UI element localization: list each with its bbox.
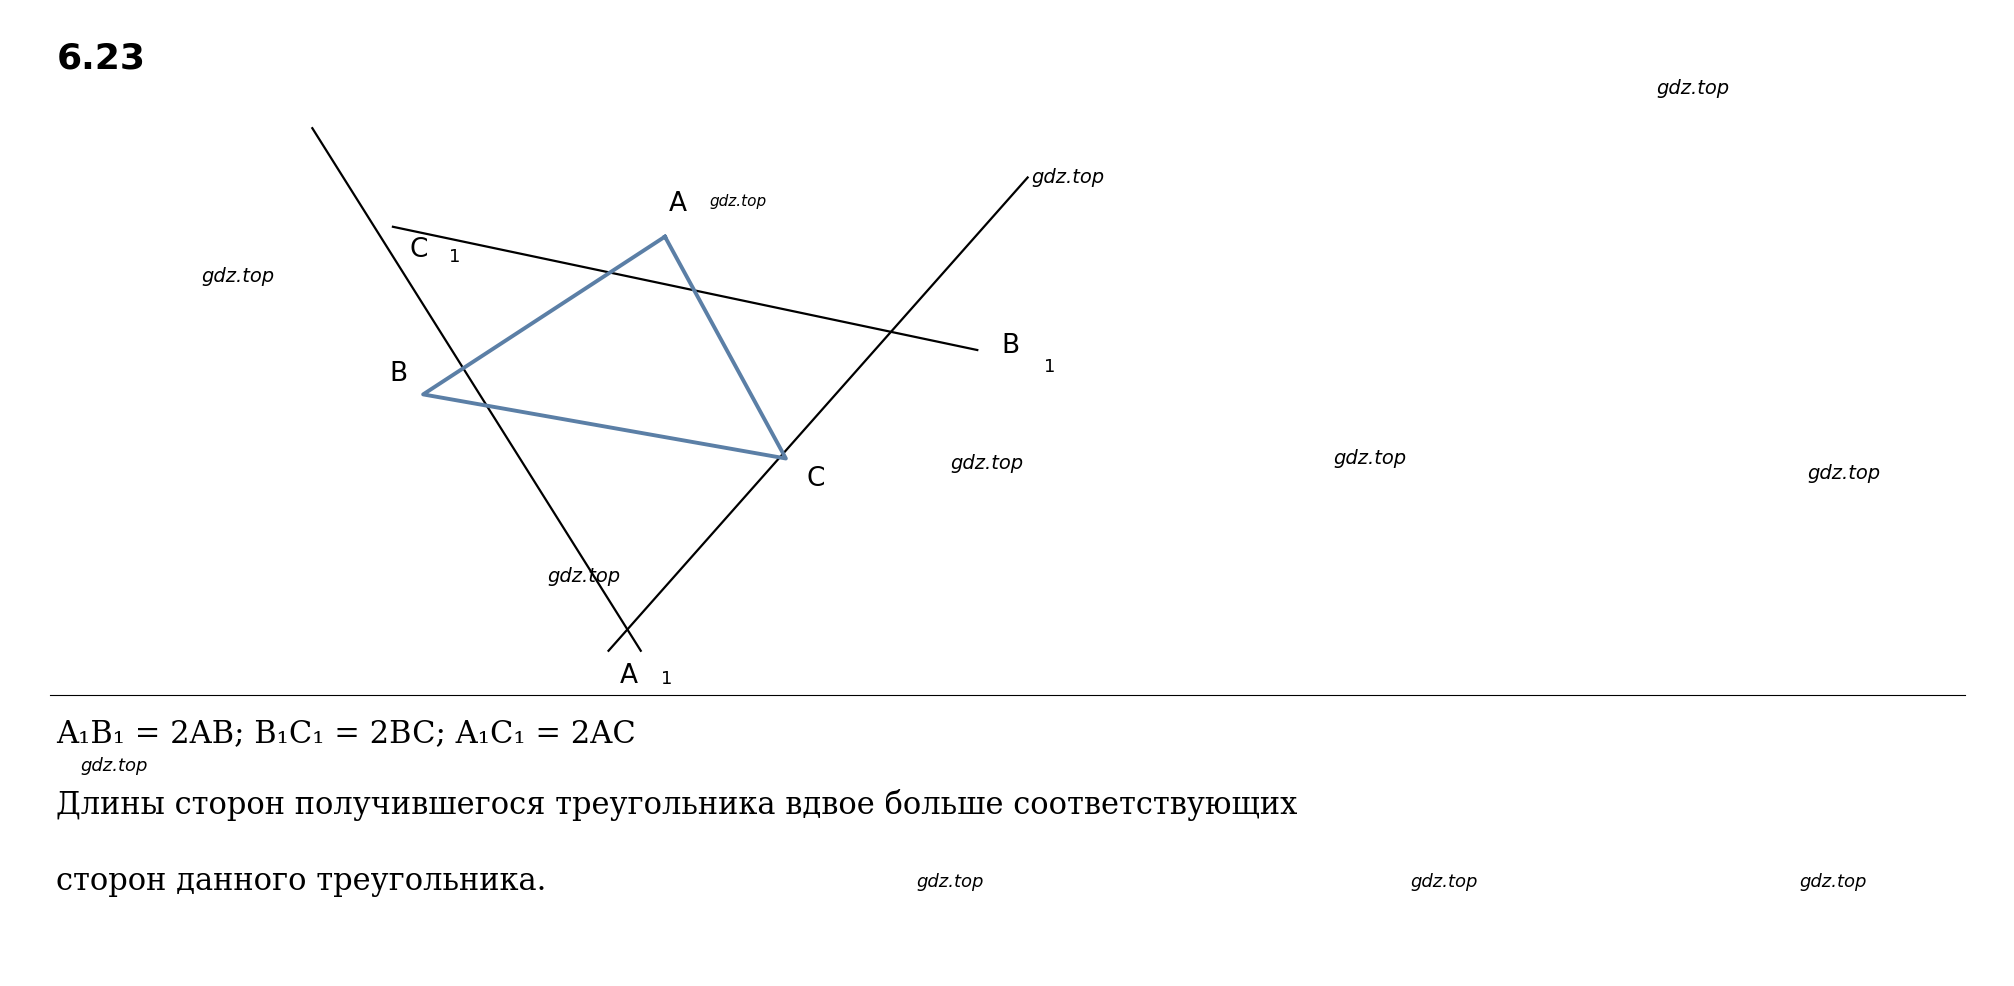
Text: gdz.top: gdz.top (201, 266, 274, 286)
Text: gdz.top: gdz.top (548, 567, 620, 587)
Text: 1: 1 (449, 248, 461, 266)
Text: gdz.top: gdz.top (1799, 874, 1865, 891)
Text: 1: 1 (1043, 358, 1055, 376)
Text: A: A (620, 663, 636, 688)
Text: B: B (1001, 333, 1019, 359)
Text: gdz.top: gdz.top (1410, 874, 1476, 891)
Text: gdz.top: gdz.top (1031, 168, 1104, 187)
Text: gdz.top: gdz.top (709, 194, 765, 209)
Text: gdz.top: gdz.top (951, 454, 1023, 473)
Text: gdz.top: gdz.top (1807, 463, 1879, 483)
Text: 1: 1 (661, 670, 673, 688)
Text: gdz.top: gdz.top (81, 757, 147, 775)
Text: gdz.top: gdz.top (1656, 79, 1728, 99)
Text: gdz.top: gdz.top (1333, 449, 1406, 468)
Text: A₁B₁ = 2AB; B₁C₁ = 2BC; A₁C₁ = 2AC: A₁B₁ = 2AB; B₁C₁ = 2BC; A₁C₁ = 2AC (56, 718, 636, 748)
Text: C: C (409, 237, 427, 262)
Text: B: B (389, 361, 407, 387)
Text: Длины сторон получившегося треугольника вдвое больше соответствующих: Длины сторон получившегося треугольника … (56, 789, 1297, 820)
Text: сторон данного треугольника.: сторон данного треугольника. (56, 866, 546, 896)
Text: C: C (806, 466, 824, 492)
Text: gdz.top: gdz.top (916, 874, 983, 891)
Text: A: A (669, 191, 687, 217)
Text: 6.23: 6.23 (56, 41, 145, 75)
